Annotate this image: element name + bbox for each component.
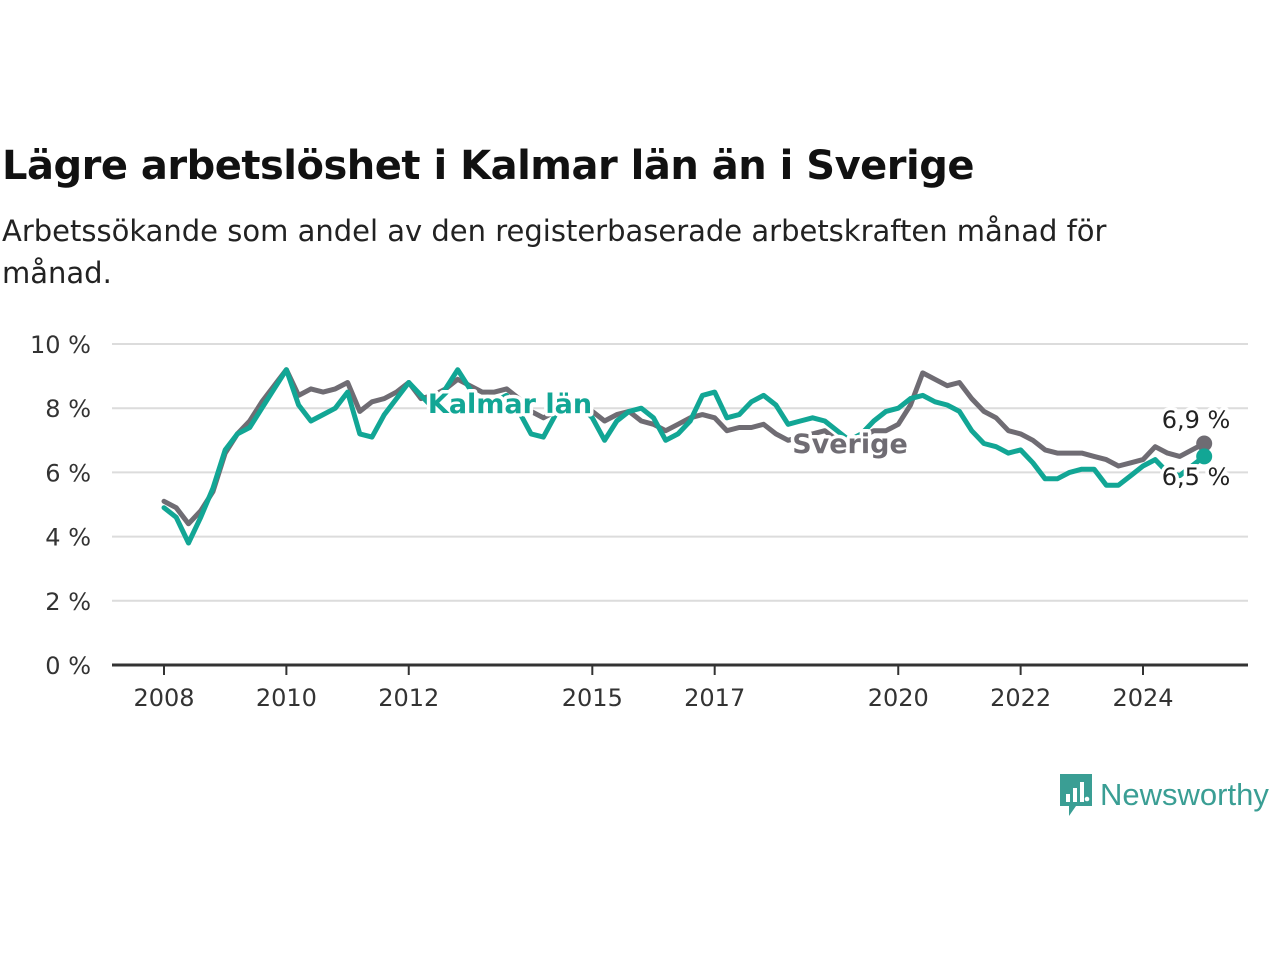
y-tick-label: 8 % xyxy=(45,395,91,423)
series-line xyxy=(161,367,1207,546)
x-tick-label: 2020 xyxy=(868,684,929,712)
newsworthy-logo-icon xyxy=(1060,774,1092,816)
x-tick-label: 2022 xyxy=(990,684,1051,712)
x-tick-label: 2015 xyxy=(562,684,623,712)
y-tick-label: 4 % xyxy=(45,524,91,552)
x-tick-label: 2012 xyxy=(378,684,439,712)
y-tick-label: 2 % xyxy=(45,588,91,616)
chart-subtitle: Arbetssökande som andel av den registerb… xyxy=(2,214,1107,290)
y-tick-label: 10 % xyxy=(30,331,91,359)
x-tick-label: 2024 xyxy=(1112,684,1173,712)
y-tick-label: 6 % xyxy=(45,459,91,487)
y-tick-label: 0 % xyxy=(45,652,91,680)
series-labels: Kalmar län Sverige 6,9 % 6,5 % xyxy=(424,386,1233,495)
x-tick-label: 2017 xyxy=(684,684,745,712)
series-end-label: 6,5 % xyxy=(1162,463,1231,491)
newsworthy-wordmark: Newsworthy xyxy=(1100,777,1269,812)
x-tick-label: 2010 xyxy=(256,684,317,712)
chart-title: Lägre arbetslöshet i Kalmar län än i Sve… xyxy=(2,143,974,189)
series-end-point xyxy=(1196,435,1213,452)
series-name-label: Kalmar län xyxy=(428,389,592,420)
y-axis-ticks: 0 % 2 % 4 % 6 % 8 % 10 % xyxy=(30,331,91,680)
series-end-point xyxy=(1196,448,1213,465)
x-axis: 2008 2010 2012 2015 2017 2020 2022 2024 xyxy=(112,663,1248,712)
series-name-label: Sverige xyxy=(792,429,908,460)
series-lines xyxy=(161,367,1213,546)
x-tick-label: 2008 xyxy=(133,684,194,712)
series-end-label: 6,9 % xyxy=(1162,406,1231,434)
grid-lines xyxy=(112,343,1248,602)
series-line xyxy=(161,367,1207,527)
newsworthy-logo[interactable]: Newsworthy xyxy=(1058,772,1269,818)
